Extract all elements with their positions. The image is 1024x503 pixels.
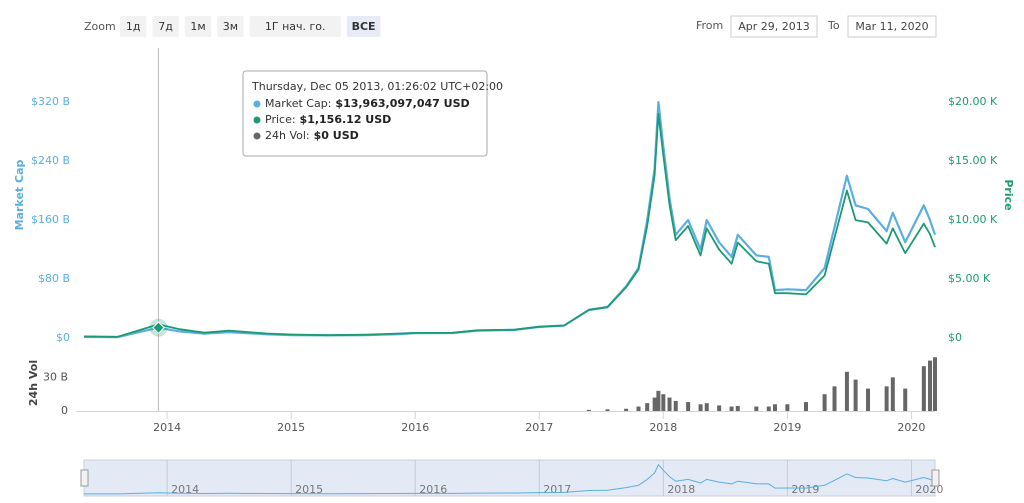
vol-bar [928,360,933,411]
tooltip-dot [253,132,261,140]
tooltip-dot [253,116,261,124]
y-tick-label: $0 [56,331,70,344]
tooltip-name: Price: [265,113,296,126]
from-input[interactable] [730,15,818,38]
vol-bar [645,403,650,411]
tooltip-value: $0 USD [314,129,359,142]
tooltip-dot [253,100,261,108]
nav-tick-label: 2019 [791,483,819,496]
vol-bar [729,406,734,411]
tooltip-box [242,70,488,157]
vol-bar [853,379,858,411]
x-tick-label: 2019 [773,421,801,434]
y-axis-title: Market Cap [13,160,26,231]
y2-tick-label: $15.00 K [948,154,998,167]
y2-tick-label: $20.00 K [948,95,998,108]
vol-bar [822,394,827,411]
vol-bar [785,404,790,411]
x-tick-label: 2014 [153,421,181,434]
zoom-button[interactable] [249,16,341,37]
zoom-button[interactable] [120,16,147,37]
vol-bar [636,406,641,411]
vol-bar [933,357,937,411]
navigator[interactable] [83,459,936,497]
nav-handle[interactable] [931,469,940,487]
to-input[interactable] [847,15,937,38]
zoom-button-label[interactable]: 1Г нач. го. [265,20,326,33]
vol-bar [884,386,889,411]
from-label: From [696,19,723,32]
zoom-button-label[interactable]: 1м [190,20,205,33]
nav-handle[interactable] [80,469,89,487]
y-tick-label: $320 B [31,95,70,108]
hover-point [152,321,165,335]
vol-bar [586,409,591,411]
x-tick-label: 2016 [401,421,429,434]
vol-bar [605,409,610,411]
x-tick-label: 2020 [897,421,925,434]
nav-tick-label: 2015 [295,483,323,496]
tooltip-date: Thursday, Dec 05 2013, 01:26:02 UTC+02:0… [251,80,503,93]
zoom-button-label[interactable]: 7д [158,20,173,33]
x-tick-label: 2015 [277,421,305,434]
zoom-button[interactable] [217,16,244,37]
vol-bar [766,406,771,411]
vol-bar [661,394,666,411]
from-date[interactable]: Apr 29, 2013 [738,20,810,33]
y-tick-label: $160 B [31,213,70,226]
zoom-button[interactable] [346,16,381,37]
vol-bar [686,402,691,411]
zoom-label: Zoom [84,20,116,33]
nav-tick-label: 2016 [419,483,447,496]
y-tick-label: $80 B [38,272,70,285]
nav-tick-label: 2017 [543,483,571,496]
vol-tick-label: 30 B [43,370,68,383]
vol-bar [832,386,837,411]
zoom-button-label[interactable]: 3м [223,20,238,33]
zoom-button-label[interactable]: ВСЕ [352,20,376,33]
vol-axis-title: 24h Vol [27,360,40,406]
nav-tick-label: 2018 [667,483,695,496]
vol-bar [844,371,849,411]
y2-axis-title: Price [1002,179,1015,210]
y-tick-label: $240 B [31,154,70,167]
tooltip-value: $1,156.12 USD [300,113,392,126]
vol-bar [921,366,926,411]
to-date[interactable]: Mar 11, 2020 [855,20,928,33]
x-tick-label: 2017 [525,421,553,434]
vol-bar [772,404,777,411]
vol-bar [698,404,703,411]
tooltip-name: Market Cap: [265,97,331,110]
vol-bar [656,390,661,411]
y2-tick-label: $5.00 K [948,272,991,285]
vol-bar [866,388,871,411]
to-label: To [827,19,840,32]
vol-bar [667,397,672,411]
vol-bar [754,406,759,411]
x-tick-label: 2018 [649,421,677,434]
zoom-button[interactable] [152,16,179,37]
zoom-button[interactable] [184,16,212,37]
market-cap-line [83,101,937,339]
y2-tick-label: $10.00 K [948,213,998,226]
vol-bar [903,388,908,411]
vol-bar [673,400,678,411]
y2-tick-label: $0 [948,331,962,344]
vol-tick-label: 0 [61,404,68,417]
tooltip-name: 24h Vol: [265,129,310,142]
vol-bar [803,402,808,411]
vol-bar [624,408,629,411]
tooltip-value: $13,963,097,047 USD [335,97,469,110]
vol-bar [717,405,722,411]
nav-line [84,464,936,495]
price-line [83,113,936,338]
vol-bar [652,397,657,411]
zoom-button-label[interactable]: 1д [126,20,141,33]
vol-bar [735,405,740,411]
vol-bar [890,377,895,411]
nav-tick-label: 2014 [171,483,199,496]
vol-bar [704,403,709,411]
